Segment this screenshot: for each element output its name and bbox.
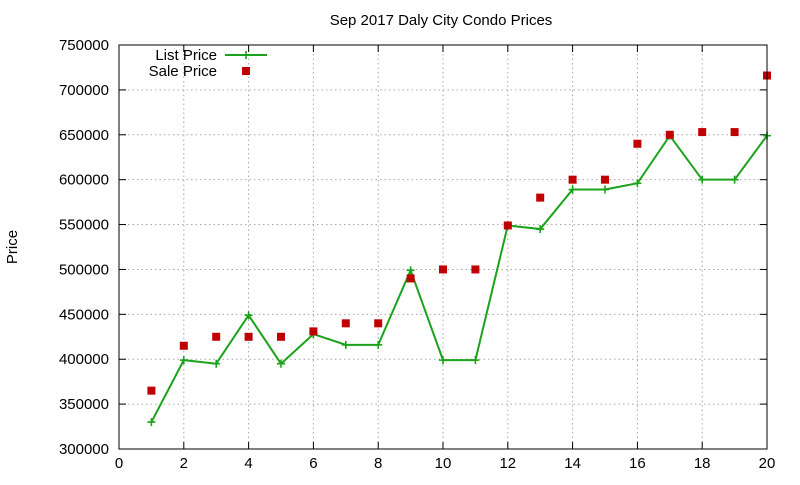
x-tick-label: 12: [499, 455, 516, 472]
sale-price-marker: [503, 221, 512, 230]
y-tick-label: 450000: [59, 306, 109, 323]
x-tick-label: 8: [374, 455, 382, 472]
x-tick-label: 14: [564, 455, 581, 472]
list-price-marker: [568, 185, 577, 194]
y-tick-label: 750000: [59, 37, 109, 54]
sale-price-marker: [601, 175, 609, 184]
list-price-marker: [212, 359, 221, 368]
sale-price-marker: [179, 341, 188, 350]
list-price-marker: [633, 179, 642, 188]
sale-price-marker: [212, 332, 221, 341]
x-tick-label: 6: [309, 455, 317, 472]
list-price-marker: [244, 311, 253, 320]
y-tick-label: 500000: [59, 261, 109, 278]
sale-price-marker: [536, 193, 545, 202]
list-price-marker: [730, 175, 739, 184]
plot-frame: [118, 44, 768, 450]
sale-price-marker: [309, 327, 318, 336]
list-price-marker: [471, 356, 480, 365]
list-price-marker: [439, 356, 447, 365]
x-tick-label: 20: [759, 455, 776, 472]
axis-ticks: 0 2 4 6 8 10 12 14 16 18 20 300000 350000 400000 45000…: [59, 37, 775, 472]
sale-price-marker: [439, 265, 447, 274]
y-tick-label: 550000: [59, 217, 109, 234]
legend-plus-swatch: [242, 51, 250, 59]
y-tick-label: 300000: [59, 441, 109, 458]
y-tick-label: 650000: [59, 127, 109, 144]
list-price-marker: [698, 175, 707, 184]
chart-title: Sep 2017 Daly City Condo Prices: [330, 12, 553, 29]
list-price-marker: [341, 340, 350, 349]
series-list-price: [147, 131, 771, 427]
y-axis-label: Price: [4, 230, 21, 264]
list-price-marker: [374, 340, 383, 349]
series-sale-price: [147, 71, 771, 395]
sale-price-marker: [147, 386, 156, 395]
y-tick-label: 600000: [59, 172, 109, 189]
x-tick-label: 4: [244, 455, 252, 472]
x-tick-label: 16: [629, 455, 646, 472]
legend-label: Sale Price: [149, 63, 217, 80]
sale-price-marker: [698, 128, 707, 137]
y-tick-label: 350000: [59, 396, 109, 413]
sale-price-marker: [568, 175, 577, 184]
sale-price-marker: [633, 139, 642, 148]
y-tick-label: 700000: [59, 82, 109, 99]
legend-label: List Price: [155, 47, 217, 64]
list-price-marker: [406, 266, 415, 275]
list-price-marker: [179, 356, 188, 365]
sale-price-marker: [730, 128, 739, 137]
list-price-line: [150, 133, 768, 423]
sale-price-marker: [471, 265, 480, 274]
list-price-marker: [601, 185, 609, 194]
sale-price-marker: [665, 130, 674, 139]
x-tick-label: 0: [115, 455, 123, 472]
y-tick-label: 400000: [59, 351, 109, 368]
sale-price-marker: [341, 319, 350, 328]
sale-price-marker: [406, 274, 415, 283]
list-price-marker: [536, 225, 545, 234]
sale-price-marker: [244, 332, 253, 341]
list-price-marker: [147, 418, 156, 427]
x-tick-label: 18: [694, 455, 711, 472]
x-tick-label: 10: [435, 455, 452, 472]
legend-square-swatch: [242, 67, 250, 75]
x-tick-label: 2: [180, 455, 188, 472]
sale-price-marker: [374, 319, 383, 328]
list-price-marker: [277, 359, 285, 368]
series-layer: [147, 71, 771, 427]
grid-lines: [119, 45, 767, 449]
sale-price-marker: [277, 332, 285, 341]
